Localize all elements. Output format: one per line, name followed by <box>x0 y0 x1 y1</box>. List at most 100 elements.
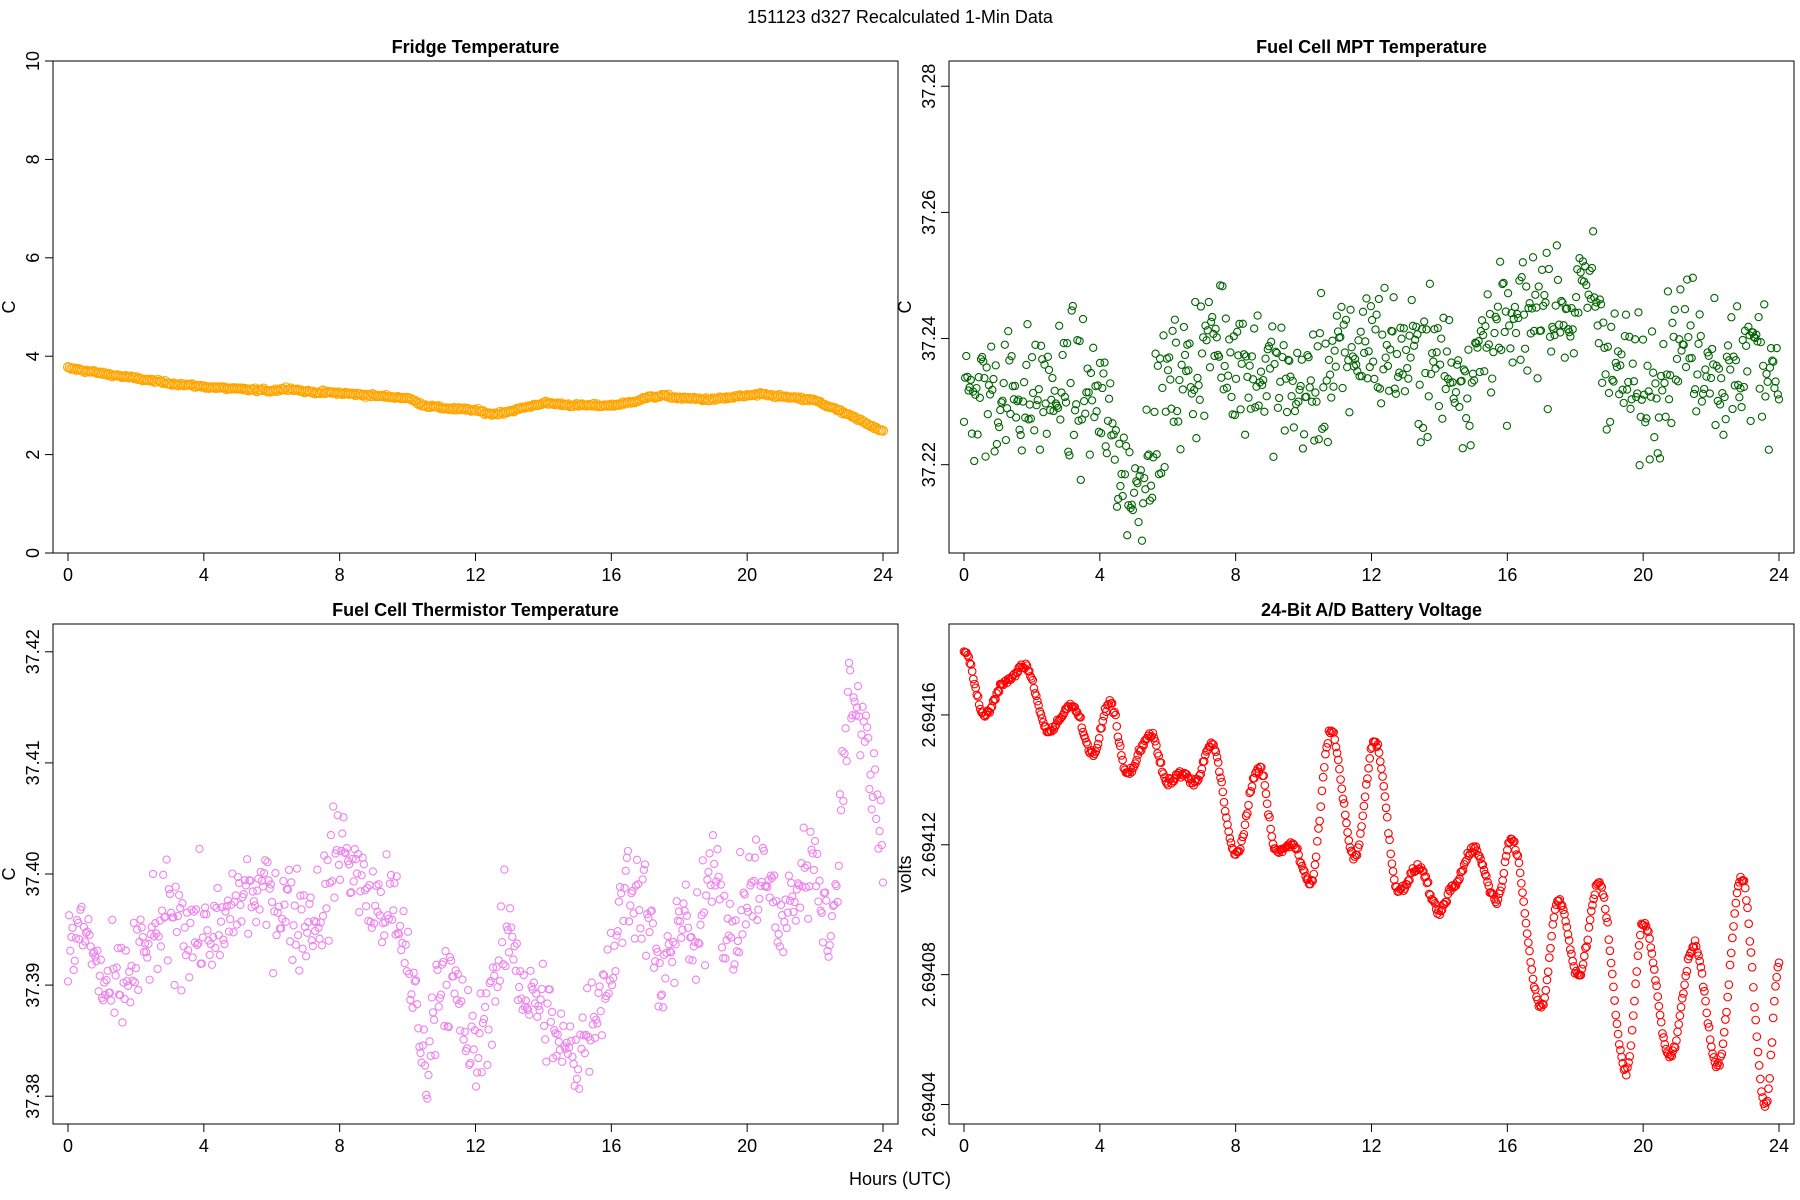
data-point <box>1500 857 1510 867</box>
data-point <box>1501 307 1510 316</box>
data-point <box>242 855 252 864</box>
x-tick-label: 12 <box>1361 565 1381 585</box>
data-point <box>1153 361 1162 370</box>
data-point <box>1576 970 1586 980</box>
data-point <box>1102 449 1111 458</box>
data-point <box>508 932 517 941</box>
data-point <box>1194 381 1203 390</box>
data-point <box>1389 875 1399 884</box>
data-point <box>991 694 1000 704</box>
data-point <box>452 995 461 1005</box>
data-point <box>1337 302 1346 312</box>
data-point <box>185 973 194 982</box>
data-point <box>1605 417 1615 427</box>
data-point <box>1290 406 1300 416</box>
data-point <box>162 855 171 864</box>
data-point <box>1246 404 1255 413</box>
data-point <box>1727 313 1736 322</box>
data-point <box>996 405 1005 415</box>
data-point <box>1383 361 1393 371</box>
data-point <box>1617 350 1626 359</box>
data-point <box>1262 392 1271 401</box>
y-tick-label: 37.39 <box>23 963 43 1008</box>
data-point <box>1472 339 1481 348</box>
data-point <box>1746 948 1756 957</box>
data-point <box>1399 324 1408 333</box>
y-tick-label: 37.22 <box>919 442 939 487</box>
data-point <box>1073 711 1083 720</box>
data-point <box>714 872 723 881</box>
data-point <box>1429 357 1438 366</box>
data-point <box>1315 329 1325 338</box>
data-point <box>1633 951 1643 961</box>
data-point <box>966 375 975 385</box>
data-point <box>526 966 535 976</box>
data-point <box>469 1045 478 1054</box>
data-point <box>747 878 756 887</box>
data-point <box>1175 375 1184 385</box>
data-point <box>1125 448 1134 457</box>
data-point <box>759 846 769 855</box>
data-point <box>1611 358 1620 367</box>
data-point <box>1525 299 1534 308</box>
data-point <box>583 984 592 993</box>
data-point <box>999 378 1008 388</box>
data-point <box>440 1021 449 1031</box>
data-point <box>86 942 95 951</box>
data-point <box>1440 899 1449 909</box>
data-point <box>632 855 642 864</box>
data-point <box>273 908 282 917</box>
data-point <box>974 700 984 710</box>
data-point <box>825 941 834 950</box>
data-point <box>1557 296 1566 306</box>
data-point <box>1142 405 1151 414</box>
data-point <box>750 853 760 862</box>
data-point <box>1174 417 1183 426</box>
data-point <box>1493 302 1503 311</box>
data-point <box>169 913 178 922</box>
data-point <box>1160 773 1169 782</box>
data-point <box>1343 828 1352 837</box>
x-tick-label: 20 <box>737 565 757 585</box>
data-point <box>733 936 743 946</box>
data-point <box>1156 758 1166 768</box>
data-point <box>1188 409 1198 419</box>
data-point <box>1414 419 1423 429</box>
data-point <box>1658 386 1667 395</box>
data-point <box>821 888 830 897</box>
data-point <box>1391 389 1401 398</box>
data-point <box>1260 780 1270 790</box>
data-point <box>1735 393 1744 402</box>
data-point <box>831 880 840 889</box>
data-point <box>658 1003 668 1012</box>
data-point <box>989 374 998 384</box>
data-point <box>472 403 484 415</box>
data-point <box>453 969 463 979</box>
data-point <box>1667 1051 1677 1061</box>
data-point <box>1769 996 1779 1006</box>
data-point <box>1192 777 1202 786</box>
data-point <box>327 876 337 886</box>
data-point <box>143 953 152 962</box>
data-point <box>675 917 685 926</box>
data-point <box>1707 344 1717 354</box>
data-point <box>563 1049 573 1059</box>
data-point <box>610 941 619 950</box>
data-point <box>852 703 862 712</box>
data-point <box>1630 335 1640 344</box>
data-point <box>389 906 398 915</box>
data-point <box>559 1021 568 1031</box>
data-point <box>190 938 200 947</box>
data-point <box>422 1090 431 1100</box>
data-point <box>456 1026 465 1035</box>
data-point <box>1669 1042 1679 1051</box>
data-point <box>1708 1049 1717 1059</box>
y-tick-label: 37.28 <box>919 64 939 109</box>
data-point <box>1287 392 1296 401</box>
data-point <box>485 978 494 988</box>
data-point <box>1386 345 1395 354</box>
data-point <box>1647 327 1657 336</box>
data-point <box>1585 266 1594 275</box>
data-point <box>745 853 754 862</box>
